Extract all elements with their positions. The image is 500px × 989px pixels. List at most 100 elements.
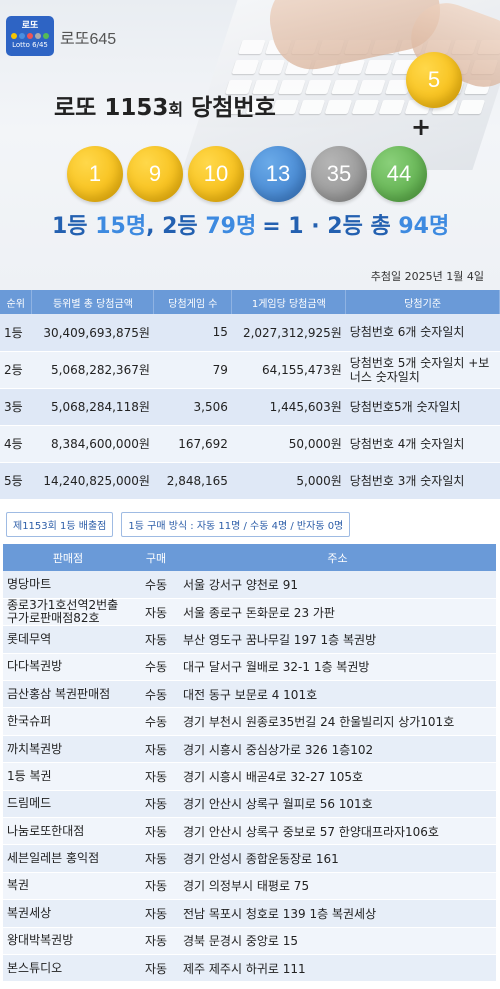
store-address: 경기 안성시 종합운동장로 161 xyxy=(179,844,496,873)
store-name: 까치복권방 xyxy=(3,735,133,764)
table-row: 한국슈퍼 수동 경기 부천시 원종로35번길 24 한울빌리지 상가101호 xyxy=(3,707,496,736)
store-name: 복권 xyxy=(3,872,133,901)
store-name: 드림메드 xyxy=(3,790,133,819)
store-name: 다다복권방 xyxy=(3,653,133,682)
header-criteria: 당첨기준 xyxy=(345,290,500,314)
purchase-type: 자동 xyxy=(133,927,179,955)
total-cell: 5,068,282,367원 xyxy=(31,351,154,389)
store-name: 금산홍삼 복권판매점 xyxy=(3,680,133,709)
brand-name: 로또645 xyxy=(60,31,117,48)
store-address: 제주 제주시 하귀로 111 xyxy=(179,954,496,983)
page-title: 로또 1153회 당첨번호 xyxy=(54,88,276,122)
total-cell: 8,384,600,000원 xyxy=(31,425,154,463)
table-row: 복권세상 자동 전남 목포시 청호로 139 1층 복권세상 xyxy=(3,899,496,928)
purchase-type: 수동 xyxy=(133,653,179,682)
purchase-type: 자동 xyxy=(133,598,179,627)
table-row: 명당마트 수동 서울 강서구 양천로 91 xyxy=(3,571,496,599)
table-row: 4등 8,384,600,000원 167,692 50,000원 당첨번호 4… xyxy=(0,425,500,463)
table-row: 드림메드 자동 경기 안산시 상록구 월피로 56 101호 xyxy=(3,790,496,819)
stores-table-header: 판매점 구매 주소 xyxy=(3,544,496,571)
second-label: 2등 xyxy=(162,214,206,239)
prize-table-header: 순위 등위별 총 당첨금액 당첨게임 수 1게임당 당첨금액 당첨기준 xyxy=(0,290,500,314)
criteria-cell: 당첨번호 5개 숫자일치 +보너스 숫자일치 xyxy=(345,351,500,389)
store-address: 경기 의정부시 태평로 75 xyxy=(179,872,496,901)
store-address: 경기 안산시 상록구 중보로 57 한양대프라자106호 xyxy=(179,817,496,846)
store-address: 경기 시흥시 중심상가로 326 1층102 xyxy=(179,735,496,764)
header-type: 구매 xyxy=(133,544,179,571)
store-address: 부산 영도구 꿈나무길 197 1층 복권방 xyxy=(179,625,496,654)
purchase-type: 자동 xyxy=(133,872,179,901)
criteria-cell: 당첨번호 4개 숫자일치 xyxy=(345,425,500,463)
purchase-type: 자동 xyxy=(133,735,179,764)
header-total: 등위별 총 당첨금액 xyxy=(31,290,155,314)
winning-ball-6: 44 xyxy=(371,146,427,202)
round-store-label[interactable]: 제1153회 1등 배출점 xyxy=(6,512,114,537)
second-count: 79명 xyxy=(205,214,257,239)
store-name: 본스튜디오 xyxy=(3,954,133,983)
table-row: 세븐일레븐 홍익점 자동 경기 안성시 종합운동장로 161 xyxy=(3,844,496,873)
table-row: 3등 5,068,284,118원 3,506 1,445,603원 당첨번호5… xyxy=(0,388,500,426)
purchase-method-label: 1등 구매 방식 : 자동 11명 / 수동 4명 / 반자동 0명 xyxy=(121,512,351,537)
first-label: 1등 xyxy=(52,214,96,239)
store-name: 세븐일레븐 홍익점 xyxy=(3,844,133,873)
purchase-type: 자동 xyxy=(133,899,179,928)
store-address: 경기 부천시 원종로35번길 24 한울빌리지 상가101호 xyxy=(179,707,496,736)
logo-dots-icon xyxy=(6,33,54,39)
store-name: 1등 복권 xyxy=(3,762,133,791)
round-unit: 회 xyxy=(168,100,184,119)
games-cell: 79 xyxy=(153,351,232,389)
plus-sign: + xyxy=(411,113,432,141)
store-address: 서울 강서구 양천로 91 xyxy=(179,571,496,599)
criteria-cell: 당첨번호 3개 숫자일치 xyxy=(345,462,500,500)
logo-text: 로또 xyxy=(21,21,39,31)
store-name: 종로3가1호선역2번출구가로판매점82호 xyxy=(3,598,133,627)
store-address: 서울 종로구 돈화문로 23 가판 xyxy=(179,598,496,627)
table-row: 금산홍삼 복권판매점 수동 대전 동구 보문로 4 101호 xyxy=(3,680,496,709)
purchase-type: 자동 xyxy=(133,762,179,791)
total-label: = 1 · 2등 총 xyxy=(262,214,399,239)
winning-ball-5: 35 xyxy=(311,146,367,202)
purchase-type: 자동 xyxy=(133,625,179,654)
table-row: 복권 자동 경기 의정부시 태평로 75 xyxy=(3,872,496,901)
games-cell: 15 xyxy=(153,314,232,352)
purchase-type: 자동 xyxy=(133,817,179,846)
store-address: 전남 목포시 청호로 139 1층 복권세상 xyxy=(179,899,496,928)
games-cell: 167,692 xyxy=(153,425,232,463)
per-game-cell: 1,445,603원 xyxy=(231,388,346,426)
header-per-game: 1게임당 당첨금액 xyxy=(231,290,347,314)
table-row: 왕대박복권방 자동 경북 문경시 중앙로 15 xyxy=(3,927,496,955)
table-row: 롯데무역 자동 부산 영도구 꿈나무길 197 1층 복권방 xyxy=(3,625,496,654)
per-game-cell: 2,027,312,925원 xyxy=(231,314,346,352)
criteria-cell: 당첨번호5개 숫자일치 xyxy=(345,388,500,426)
header-games: 당첨게임 수 xyxy=(153,290,233,314)
store-address: 대전 동구 보문로 4 101호 xyxy=(179,680,496,709)
per-game-cell: 5,000원 xyxy=(231,462,346,500)
rank-cell: 5등 xyxy=(0,462,32,500)
total-cell: 5,068,284,118원 xyxy=(31,388,154,426)
table-row: 종로3가1호선역2번출구가로판매점82호 자동 서울 종로구 돈화문로 23 가판 xyxy=(3,598,496,627)
table-row: 1등 30,409,693,875원 15 2,027,312,925원 당첨번… xyxy=(0,314,500,352)
purchase-type: 자동 xyxy=(133,790,179,819)
purchase-type: 수동 xyxy=(133,707,179,736)
lotto-logo[interactable]: 로또 Lotto 6/45 xyxy=(6,16,54,56)
header-rank: 순위 xyxy=(0,290,33,314)
total-cell: 14,240,825,000원 xyxy=(31,462,154,500)
purchase-type: 자동 xyxy=(133,954,179,983)
purchase-type: 수동 xyxy=(133,571,179,599)
bonus-ball: 5 xyxy=(406,52,462,108)
rank-cell: 1등 xyxy=(0,314,32,352)
round-number: 1153 xyxy=(104,95,169,121)
winning-ball-3: 10 xyxy=(188,146,244,202)
store-name: 왕대박복권방 xyxy=(3,927,133,955)
store-address: 경북 문경시 중앙로 15 xyxy=(179,927,496,955)
header-store: 판매점 xyxy=(3,544,133,571)
summary-separator: , xyxy=(146,214,163,239)
table-row: 2등 5,068,282,367원 79 64,155,473원 당첨번호 5개… xyxy=(0,351,500,389)
header-address: 주소 xyxy=(179,544,496,571)
winning-ball-2: 9 xyxy=(127,146,183,202)
table-row: 다다복권방 수동 대구 달서구 월배로 32-1 1층 복권방 xyxy=(3,653,496,682)
rank-cell: 3등 xyxy=(0,388,32,426)
first-count: 15명 xyxy=(95,214,147,239)
table-row: 나눔로또한대점 자동 경기 안산시 상록구 중보로 57 한양대프라자106호 xyxy=(3,817,496,846)
games-cell: 2,848,165 xyxy=(153,462,232,500)
